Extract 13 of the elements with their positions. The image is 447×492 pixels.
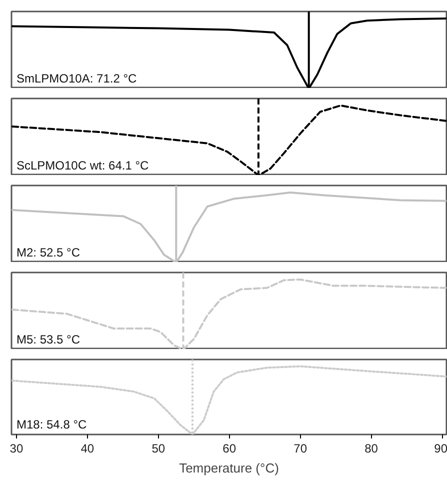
x-tick-label: 90 — [434, 442, 447, 456]
x-tick-label: 80 — [364, 442, 378, 456]
annotation: M2: 52.5 °C — [16, 246, 80, 260]
x-axis-title: Temperature (°C) — [179, 460, 279, 476]
x-tick-label: 30 — [10, 442, 24, 456]
x-tick-label: 70 — [294, 442, 308, 456]
annotation: ScLPMO10C wt: 64.1 °C — [16, 158, 150, 172]
x-tick-label: 60 — [222, 442, 236, 456]
annotation: M18: 54.8 °C — [16, 418, 87, 432]
x-tick-label: 40 — [80, 442, 94, 456]
annotation: M5: 53.5 °C — [16, 332, 80, 346]
annotation: SmLPMO10A: 71.2 °C — [16, 72, 138, 86]
x-tick-label: 50 — [152, 442, 166, 456]
